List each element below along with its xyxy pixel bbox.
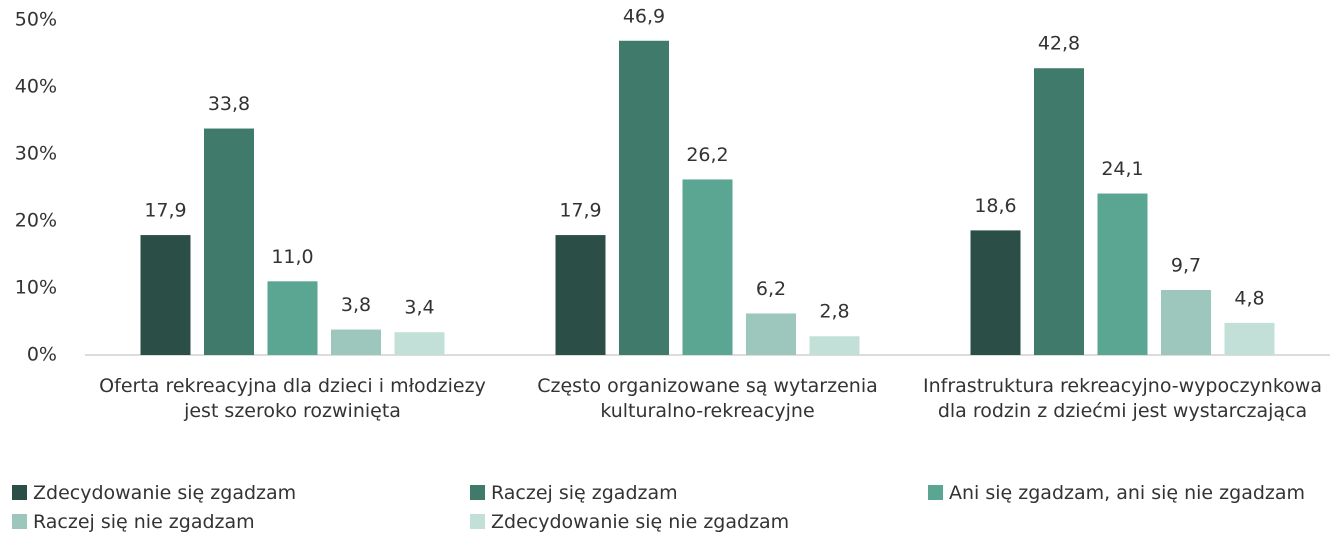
x-tick-label: Infrastruktura rekreacyjno-wypoczynkowa … bbox=[923, 375, 1322, 422]
data-label: 17,9 bbox=[144, 200, 186, 222]
legend-item: Ani się zgadzam, ani się nie zgadzam bbox=[928, 482, 1305, 504]
legend-item: Zdecydowanie się nie zgadzam bbox=[470, 511, 789, 533]
data-label: 42,8 bbox=[1038, 33, 1080, 55]
data-label: 26,2 bbox=[686, 144, 728, 166]
legend-label: Zdecydowanie się zgadzam bbox=[33, 482, 297, 504]
y-tick-label: 10% bbox=[15, 277, 57, 299]
legend-swatch bbox=[928, 485, 943, 500]
bar bbox=[204, 128, 254, 355]
y-tick-label: 0% bbox=[27, 344, 57, 366]
bar bbox=[746, 313, 796, 355]
legend-label: Raczej się nie zgadzam bbox=[33, 511, 255, 533]
legend-swatch bbox=[470, 485, 485, 500]
bar bbox=[1161, 290, 1211, 355]
legend-swatch bbox=[12, 514, 27, 529]
legend-label: Zdecydowanie się nie zgadzam bbox=[491, 511, 790, 533]
bar bbox=[1224, 322, 1275, 355]
bar bbox=[1034, 68, 1084, 356]
data-label: 46,9 bbox=[623, 5, 665, 27]
bar bbox=[619, 40, 669, 356]
data-label: 11,0 bbox=[271, 246, 313, 268]
data-label: 17,9 bbox=[559, 200, 601, 222]
y-tick-label: 50% bbox=[15, 9, 57, 31]
legend-swatch bbox=[470, 514, 485, 529]
bar bbox=[682, 179, 733, 355]
data-label: 24,1 bbox=[1101, 158, 1143, 180]
bar bbox=[394, 332, 445, 355]
legend-item: Raczej się nie zgadzam bbox=[12, 511, 255, 533]
x-tick-label: Oferta rekreacyjna dla dzieci i młodziez… bbox=[99, 375, 486, 422]
bar bbox=[970, 230, 1021, 355]
legend-item: Raczej się zgadzam bbox=[470, 482, 678, 504]
y-tick-label: 40% bbox=[15, 76, 57, 98]
legend-label: Ani się zgadzam, ani się nie zgadzam bbox=[949, 482, 1306, 504]
legend-label: Raczej się zgadzam bbox=[491, 482, 678, 504]
data-label: 6,2 bbox=[756, 278, 786, 300]
bar bbox=[267, 281, 318, 355]
data-label: 9,7 bbox=[1171, 255, 1201, 277]
data-label: 2,8 bbox=[819, 301, 849, 323]
x-tick-label: Często organizowane są wytarzenia kultur… bbox=[537, 375, 878, 422]
data-label: 4,8 bbox=[1234, 287, 1264, 309]
data-label: 3,4 bbox=[404, 297, 434, 319]
legend-swatch bbox=[12, 485, 27, 500]
data-label: 18,6 bbox=[974, 195, 1016, 217]
y-tick-label: 30% bbox=[15, 143, 57, 165]
y-tick-label: 20% bbox=[15, 210, 57, 232]
bar bbox=[331, 329, 381, 355]
data-label: 3,8 bbox=[341, 294, 371, 316]
bar bbox=[809, 336, 860, 355]
data-label: 33,8 bbox=[208, 93, 250, 115]
bar bbox=[140, 235, 191, 355]
bar bbox=[1097, 193, 1148, 355]
legend-item: Zdecydowanie się zgadzam bbox=[12, 482, 296, 504]
bar bbox=[555, 235, 606, 355]
